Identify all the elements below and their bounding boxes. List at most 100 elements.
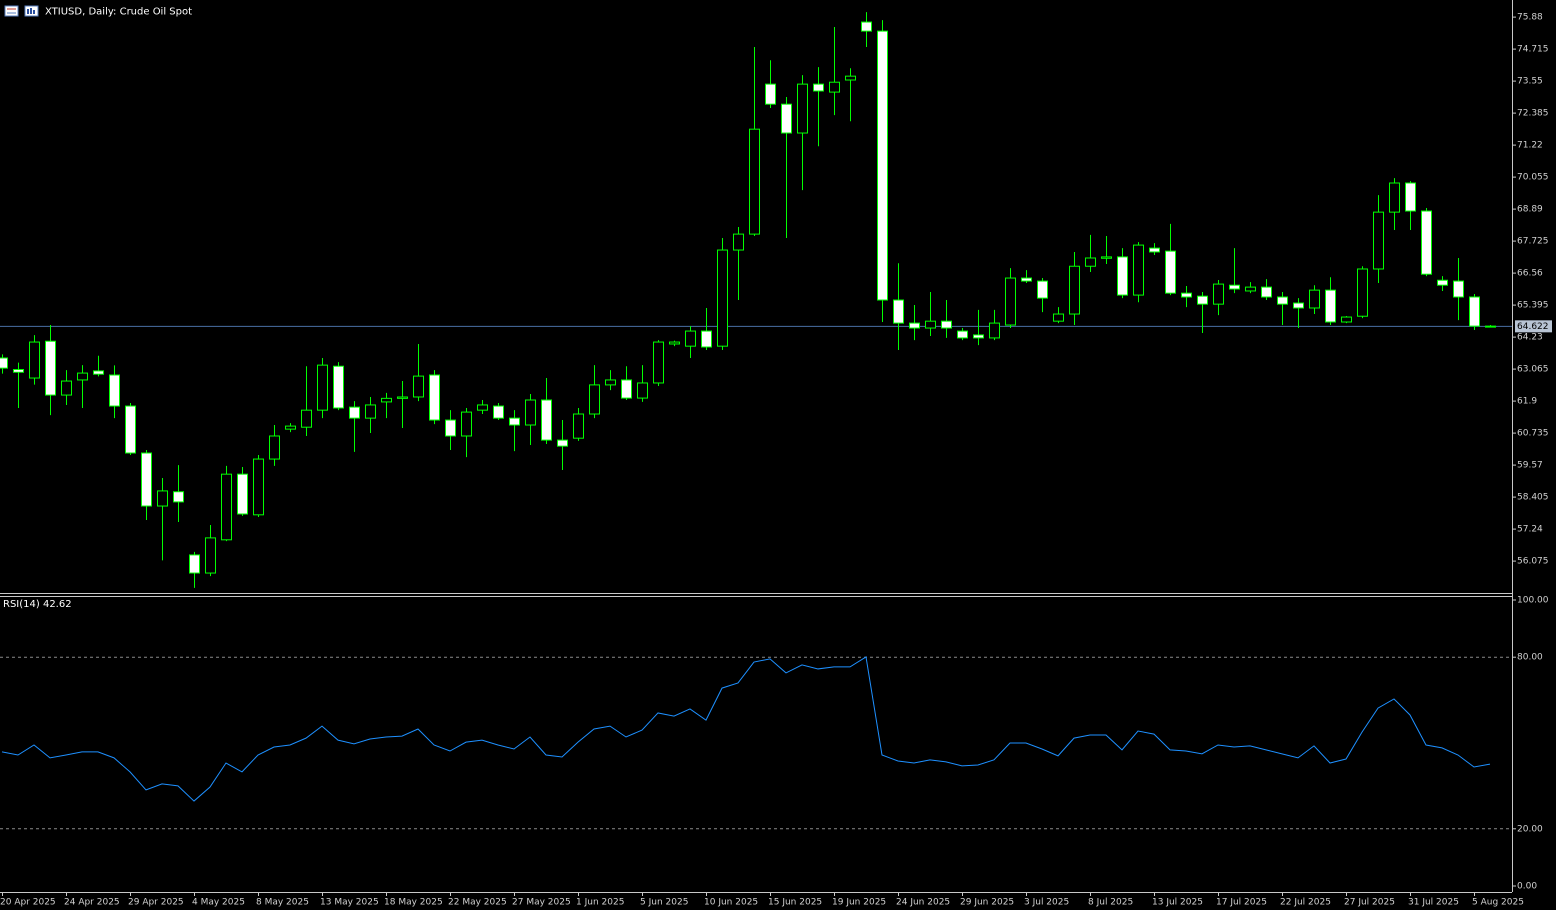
candle-body <box>573 413 584 439</box>
x-tick-label: 5 Aug 2025 <box>1472 898 1524 908</box>
candle-body <box>477 404 488 411</box>
candle-body <box>589 384 600 415</box>
candle-body <box>1005 277 1016 326</box>
x-tick-label: 22 Jul 2025 <box>1280 898 1331 908</box>
candle-body <box>765 83 776 105</box>
candle-body <box>29 341 40 379</box>
candle-body <box>1245 286 1256 292</box>
candle-body <box>413 375 424 398</box>
x-tick-label: 29 Apr 2025 <box>128 898 184 908</box>
candle-body <box>253 458 264 516</box>
y-tick-label: 59.57 <box>1517 461 1543 471</box>
y-tick-label: 75.88 <box>1517 13 1543 23</box>
x-tick-label: 31 Jul 2025 <box>1408 898 1459 908</box>
candle-body <box>893 299 904 324</box>
y-tick-label: 57.24 <box>1517 525 1543 535</box>
candle-body <box>525 399 536 426</box>
last-price-label: 64.622 <box>1517 322 1549 332</box>
candle-body <box>157 490 168 507</box>
candle-body <box>669 341 680 345</box>
candle-body <box>429 374 440 421</box>
y-tick-label: 20.00 <box>1517 824 1543 834</box>
candle-body <box>1341 316 1352 323</box>
candle-body <box>45 340 56 396</box>
candle-body <box>1037 280 1048 299</box>
y-tick-label: 72.385 <box>1517 109 1549 119</box>
candle-body <box>141 452 152 507</box>
candle-body <box>317 364 328 411</box>
candle-body <box>381 397 392 403</box>
x-tick-label: 8 May 2025 <box>256 898 309 908</box>
candle-body <box>189 554 200 574</box>
candle-body <box>813 83 824 92</box>
candle-body <box>173 491 184 503</box>
candle-body <box>1197 295 1208 305</box>
x-tick-label: 8 Jul 2025 <box>1088 898 1133 908</box>
candle-body <box>301 409 312 428</box>
candle-body <box>1421 210 1432 275</box>
candle-body <box>1101 256 1112 259</box>
candle-body <box>781 103 792 134</box>
candle-body <box>285 425 296 430</box>
candle-body <box>1021 277 1032 282</box>
candle-body <box>1069 265 1080 315</box>
y-tick-label: 67.725 <box>1517 237 1549 247</box>
candle-body <box>1149 247 1160 253</box>
candle-body <box>221 473 232 541</box>
x-tick-label: 17 Jul 2025 <box>1216 898 1267 908</box>
last-price-box <box>1515 320 1552 333</box>
y-tick-label: 61.9 <box>1517 397 1537 407</box>
candle-body <box>541 399 552 441</box>
candle-body <box>909 322 920 329</box>
y-tick-label: 73.55 <box>1517 77 1543 87</box>
y-tick-label: 80.00 <box>1517 653 1543 663</box>
candle-body <box>1309 289 1320 309</box>
candle-body <box>1325 289 1336 323</box>
candle-body <box>1261 286 1272 298</box>
candle-body <box>109 374 120 407</box>
candle-body <box>1085 257 1096 267</box>
y-tick-label: 68.89 <box>1517 205 1543 215</box>
candle-body <box>1357 268 1368 317</box>
candle-body <box>1437 279 1448 286</box>
candle-body <box>1469 296 1480 327</box>
candle-body <box>957 330 968 339</box>
candle-body <box>989 322 1000 339</box>
candle-body <box>1229 284 1240 290</box>
y-tick-label: 71.22 <box>1517 141 1543 151</box>
candle-body <box>925 320 936 329</box>
x-tick-label: 13 May 2025 <box>320 898 379 908</box>
candle-body <box>637 382 648 399</box>
x-tick-label: 27 Jul 2025 <box>1344 898 1395 908</box>
candle-body <box>1293 302 1304 309</box>
candle-body <box>461 411 472 437</box>
x-tick-label: 24 Apr 2025 <box>64 898 120 908</box>
x-tick-label: 20 Apr 2025 <box>0 898 56 908</box>
x-tick-label: 10 Jun 2025 <box>704 898 758 908</box>
menu-icon[interactable] <box>4 5 19 17</box>
candle-body <box>1213 283 1224 305</box>
candle-body <box>365 404 376 419</box>
candle-body <box>205 537 216 574</box>
candle-body <box>397 396 408 399</box>
x-tick-label: 22 May 2025 <box>448 898 507 908</box>
candle-body <box>749 128 760 235</box>
candle-body <box>1405 182 1416 212</box>
candle-body <box>77 372 88 381</box>
x-tick-label: 24 Jun 2025 <box>896 898 950 908</box>
x-tick-label: 4 May 2025 <box>192 898 245 908</box>
rsi-line <box>1 656 1491 802</box>
candle-body <box>797 83 808 134</box>
candle-body <box>829 81 840 93</box>
candle-body <box>1133 244 1144 296</box>
y-tick-label: 64.23 <box>1517 333 1543 343</box>
y-tick-label: 60.735 <box>1517 429 1549 439</box>
candle-body <box>0 357 8 369</box>
candle-body <box>1277 296 1288 305</box>
y-tick-label: 56.075 <box>1517 557 1549 567</box>
candle-body <box>237 473 248 515</box>
y-tick-label: 100.00 <box>1517 596 1549 606</box>
x-tick-label: 3 Jul 2025 <box>1024 898 1069 908</box>
